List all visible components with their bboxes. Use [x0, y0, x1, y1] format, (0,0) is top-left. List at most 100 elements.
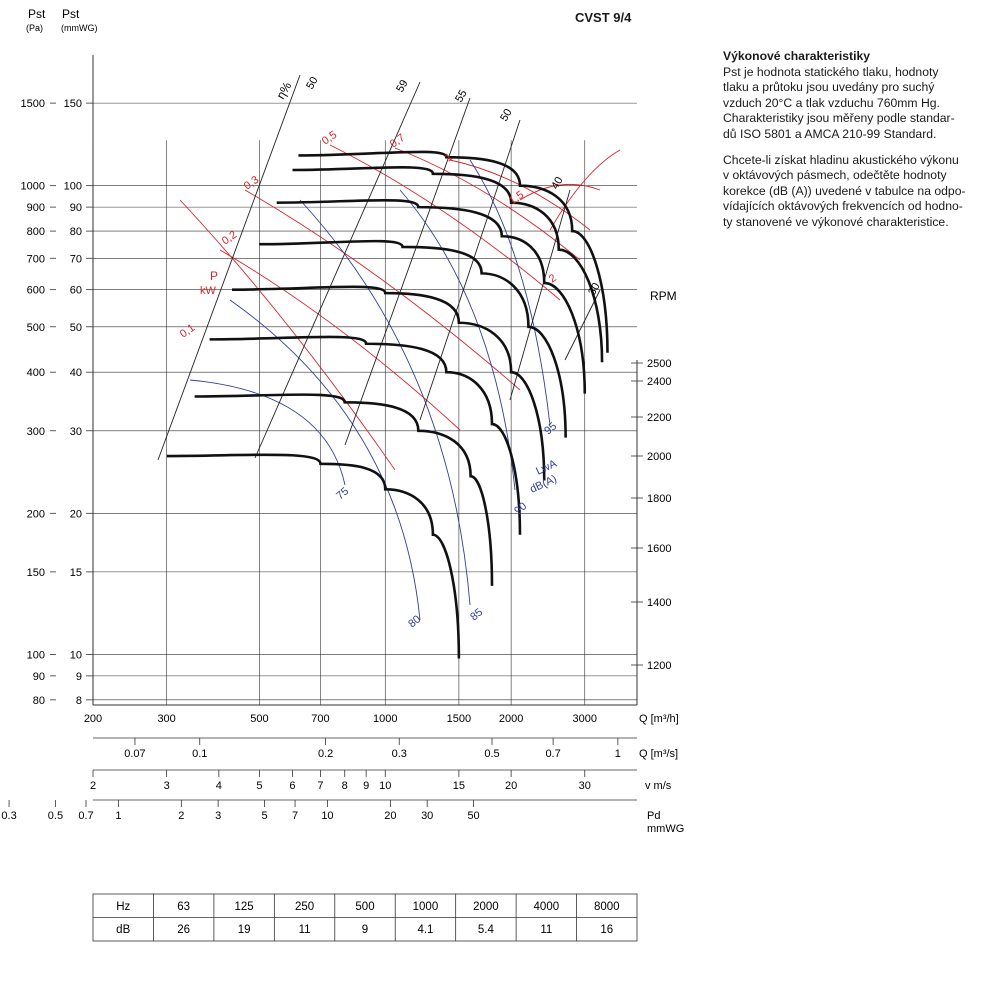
power-line [549, 149, 621, 231]
velocity-tick-label: 7 [317, 780, 323, 792]
pa-axis-title: Pst [28, 7, 46, 21]
performance-curve-rpm-2000 [259, 239, 567, 438]
pd-tick-label: 10 [321, 810, 333, 822]
power-line-label: 0,1 [178, 322, 197, 341]
pd-axis-label: Pd [647, 810, 660, 822]
efficiency-line [509, 189, 571, 401]
model-title: CVST 9/4 [575, 10, 632, 25]
table-db-cell: 11 [299, 924, 311, 936]
pa-tick-label: 500 [27, 322, 45, 334]
table-hz-cell: 4000 [534, 901, 560, 913]
pa-tick-label: 400 [27, 367, 45, 379]
noise-line-label: 80 [406, 613, 423, 630]
velocity-tick-label: 8 [342, 780, 348, 792]
noise-label: LwA [534, 458, 559, 478]
chart-grid [92, 55, 638, 706]
table-db-cell: 9 [362, 924, 368, 936]
mmwg-tick-label: 30 [70, 426, 82, 438]
power-label: P [210, 269, 218, 283]
efficiency-line-label: 50 [498, 107, 515, 124]
mmwg-tick-label: 70 [70, 253, 82, 265]
rpm-tick-label: 1200 [647, 660, 671, 672]
performance-curve-rpm-2400 [292, 166, 604, 363]
mmwg-tick-label: 90 [70, 202, 82, 214]
pa-tick-label: 700 [27, 253, 45, 265]
mmwg-tick-label: 100 [64, 181, 82, 193]
pa-tick-label: 1000 [21, 181, 45, 193]
velocity-tick-label: 2 [90, 780, 96, 792]
table-hz-cell: 2000 [473, 901, 499, 913]
efficiency-line [157, 74, 301, 461]
rpm-tick-label: 2400 [647, 376, 671, 388]
pd-tick-label: 0.5 [48, 810, 63, 822]
octave-correction-table: Hz dB 63 125 250 500 1000 2000 4000 8000 26 19 11 9 4.… [92, 893, 638, 942]
pd-tick-label: 2 [178, 810, 184, 822]
rpm-tick-label: 2200 [647, 412, 671, 424]
velocity-tick-label: 9 [363, 780, 369, 792]
power-unit: kW [200, 285, 217, 297]
pa-tick-label: 800 [27, 226, 45, 238]
chart-labels: Pst(Pa)Pst(mmWG)809010015020030040050060… [1, 7, 684, 835]
table-hz-cell: 250 [295, 901, 314, 913]
table-db-cell: 11 [540, 924, 552, 936]
power-line-label: 0,3 [242, 174, 261, 193]
pd-tick-label: 20 [384, 810, 396, 822]
noise-line-label: 75 [334, 485, 351, 502]
mmwg-tick-label: 60 [70, 285, 82, 297]
pa-tick-label: 150 [27, 567, 45, 579]
pd-tick-label: 30 [421, 810, 433, 822]
noise-line-label: 85 [468, 606, 485, 623]
pd-tick-label: 0.3 [1, 810, 16, 822]
velocity-tick-label: 5 [256, 780, 262, 792]
table-hz-cell: 125 [235, 901, 254, 913]
performance-curve-rpm-1200 [166, 453, 461, 659]
pd-tick-label: 50 [467, 810, 479, 822]
rpm-axis-label: RPM [650, 289, 677, 303]
pd-tick-label: 3 [215, 810, 221, 822]
power-line [519, 183, 601, 201]
pa-tick-label: 200 [27, 508, 45, 520]
power-line-label: 0,2 [220, 229, 239, 248]
efficiency-line-label: 50 [304, 75, 321, 92]
pa-tick-label: 900 [27, 202, 45, 214]
qs-tick-label: 0.07 [124, 748, 145, 760]
mmwg-tick-label: 50 [70, 322, 82, 334]
pd-tick-label: 1 [115, 810, 121, 822]
q-axis-label: Q [m³/h] [639, 713, 679, 725]
q-tick-label: 300 [157, 713, 175, 725]
table-db-label: dB [116, 924, 130, 936]
table-db-cell: 16 [600, 924, 613, 936]
qs-tick-label: 0.5 [484, 748, 499, 760]
power-line-label: 0,5 [320, 129, 339, 148]
rpm-tick-label: 1600 [647, 543, 671, 555]
rpm-tick-label: 1400 [647, 597, 671, 609]
noise-line [229, 299, 421, 621]
pa-tick-label: 90 [33, 671, 45, 683]
qs-axis-label: Q [m³/s] [639, 748, 678, 760]
mmwg-tick-label: 8 [76, 695, 82, 707]
mmwg-tick-label: 80 [70, 226, 82, 238]
q-tick-label: 200 [84, 713, 102, 725]
efficiency-line-label: 55 [453, 88, 470, 105]
velocity-tick-label: 6 [289, 780, 295, 792]
velocity-tick-label: 30 [579, 780, 591, 792]
mmwg-tick-label: 20 [70, 508, 82, 520]
qs-tick-label: 0.2 [318, 748, 333, 760]
table-hz-label: Hz [116, 901, 130, 913]
pressure-curves [166, 150, 609, 659]
qs-tick-label: 0.7 [545, 748, 560, 760]
power-line-label: 2 [547, 272, 559, 285]
power-line-label: 1 [443, 151, 455, 164]
pa-tick-label: 600 [27, 285, 45, 297]
q-tick-label: 1500 [447, 713, 471, 725]
mmwg-tick-label: 9 [76, 671, 82, 683]
q-tick-label: 500 [250, 713, 268, 725]
velocity-tick-label: 10 [379, 780, 391, 792]
noise-line [299, 199, 471, 606]
table-hz-cell: 8000 [594, 901, 620, 913]
pd-tick-label: 0.7 [78, 810, 93, 822]
noise-line-label: 90 [512, 500, 529, 517]
efficiency-line [419, 119, 521, 421]
power-line [219, 249, 461, 431]
